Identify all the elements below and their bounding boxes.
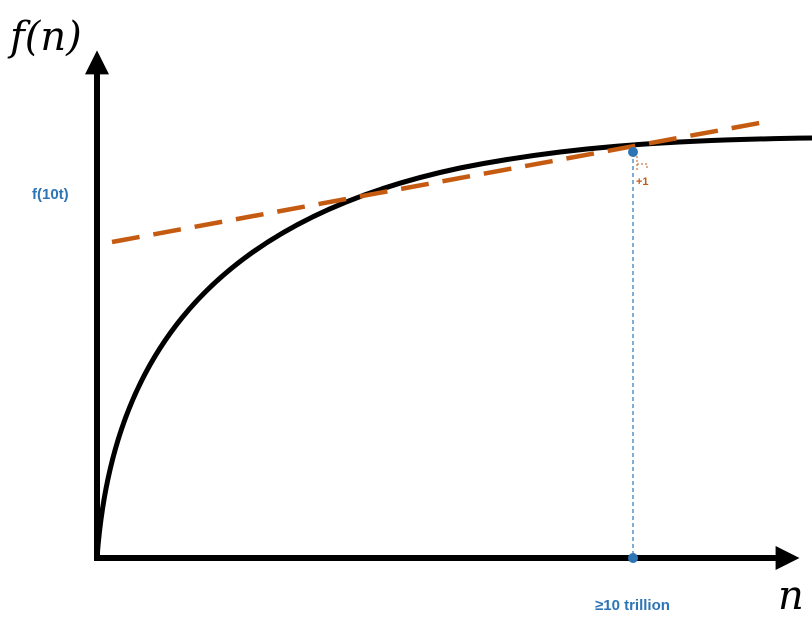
function-curve xyxy=(94,135,812,561)
y-value-label: f(10t) xyxy=(32,186,69,203)
tangent-line xyxy=(111,119,766,245)
y-axis-label: f(n) xyxy=(7,14,82,60)
increment-step-marker xyxy=(636,156,648,170)
x-value-label: ≥10 trillion xyxy=(595,597,670,614)
x-axis-point xyxy=(628,553,638,563)
increment-label: +1 xyxy=(636,176,649,188)
x-axis-label: n xyxy=(778,573,804,617)
tangent-point xyxy=(628,147,638,157)
